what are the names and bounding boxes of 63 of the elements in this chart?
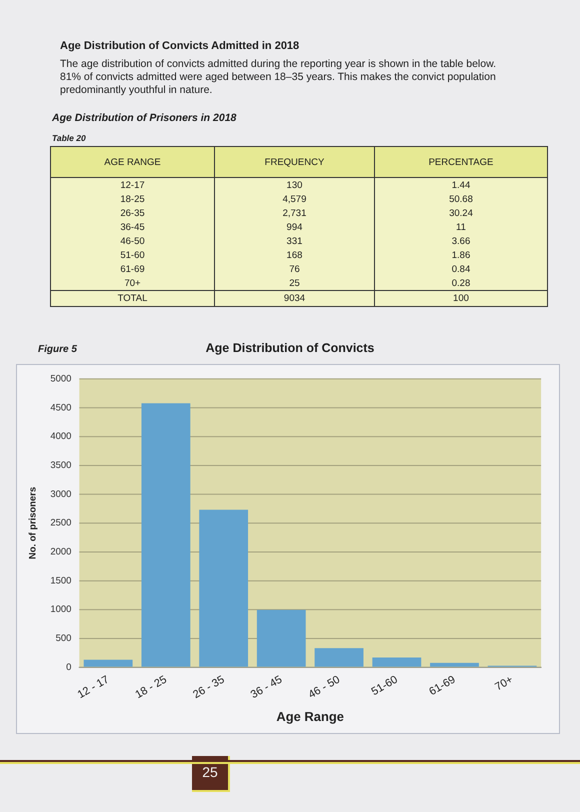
data-label: 76 xyxy=(214,262,374,276)
category-label: 46-50 xyxy=(50,234,214,248)
x-tick-label: 61-69 xyxy=(427,674,458,698)
data-label: 0.84 xyxy=(374,262,548,276)
x-tick-label: 26 - 35 xyxy=(191,674,227,702)
bar xyxy=(199,510,248,667)
category-label: 12-17 xyxy=(50,178,214,192)
y-tick-label: 4000 xyxy=(50,431,72,442)
data-label: 130 xyxy=(214,178,374,192)
x-axis-title: Age Range xyxy=(276,708,344,724)
bar xyxy=(314,648,364,667)
data-label: 100 xyxy=(374,290,548,306)
y-tick-label: 2500 xyxy=(50,518,72,529)
data-label: 168 xyxy=(214,248,374,262)
text: The age distribution of convicts admitted during the reporting year is shown in the table below. 81% of convicts admitted were aged between 18–35 years. This makes the convict population predominantly youthful in nature. xyxy=(60,58,498,97)
x-tick-label: 36 - 45 xyxy=(248,674,284,702)
bar xyxy=(372,658,422,667)
chart-title: Age Distribution of Convicts xyxy=(206,341,374,355)
y-tick-label: 3000 xyxy=(50,488,72,500)
data-label: 994 xyxy=(214,220,374,234)
category-label: 18-25 xyxy=(50,192,214,206)
bar xyxy=(430,662,479,667)
y-tick-label: 500 xyxy=(56,632,72,644)
y-tick-label: 5000 xyxy=(50,374,72,385)
x-tick-label: 12 - 17 xyxy=(76,674,112,702)
x-tick-label: 46 - 50 xyxy=(306,674,342,702)
data-label: 30.24 xyxy=(374,206,548,220)
data-label: 331 xyxy=(214,234,374,248)
bar xyxy=(256,610,306,667)
category-label: 61-69 xyxy=(50,262,214,276)
data-label: 4,579 xyxy=(214,192,374,206)
y-tick-label: 1500 xyxy=(50,575,72,586)
caption: Figure 5 xyxy=(38,344,77,355)
text: Age Distribution of Convicts Admitted in 2018 xyxy=(60,40,300,52)
category-label: 36-45 xyxy=(50,220,214,234)
text: Age Distribution of Prisoners in 2018 xyxy=(52,112,238,124)
category-label: TOTAL xyxy=(50,290,214,306)
data-label: 11 xyxy=(374,220,548,234)
y-tick-label: 4500 xyxy=(50,402,72,414)
series-label: PERCENTAGE xyxy=(374,146,548,178)
data-label: 1.44 xyxy=(374,178,548,192)
x-tick-label: 18 - 25 xyxy=(133,674,169,702)
data-label: 9034 xyxy=(214,290,374,306)
y-axis-title: No. of prisoners xyxy=(27,486,38,560)
bar xyxy=(84,660,133,667)
category-label: 51-60 xyxy=(50,248,214,262)
y-tick-label: 2000 xyxy=(50,546,72,558)
data-label: 1.86 xyxy=(374,248,548,262)
y-tick-label: 0 xyxy=(66,662,72,673)
data-label: 3.66 xyxy=(374,234,548,248)
caption: Table 20 xyxy=(52,133,87,143)
category-label: 26-35 xyxy=(50,206,214,220)
text: AGE RANGE xyxy=(50,146,214,178)
data-label: 2,731 xyxy=(214,206,374,220)
bar xyxy=(141,403,190,667)
series-label: FREQUENCY xyxy=(214,146,374,178)
category-label: 70+ xyxy=(50,276,214,290)
data-label: 0.28 xyxy=(374,276,548,290)
x-tick-label: 70+ xyxy=(493,674,516,694)
data-label: 25 xyxy=(214,276,374,290)
data-label: 50.68 xyxy=(374,192,548,206)
y-tick-label: 3500 xyxy=(50,460,72,472)
y-tick-label: 1000 xyxy=(50,604,72,616)
